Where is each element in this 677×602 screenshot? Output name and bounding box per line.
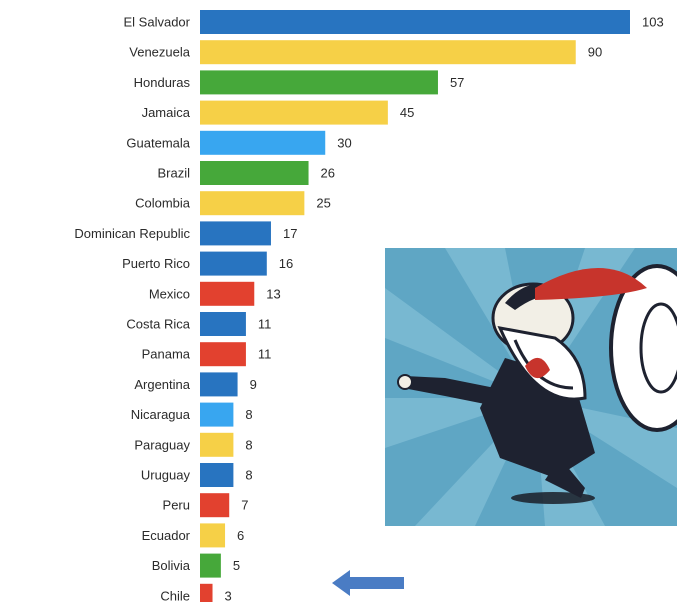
bar [200,553,221,578]
bar [200,463,234,487]
category-labels: El Salvador Venezuela Honduras Jamaica Guate… [74,15,190,602]
bar [200,161,309,185]
bar [200,342,246,367]
bar [200,40,576,65]
bar [200,493,230,518]
bar [200,372,238,397]
bar [200,251,267,276]
value-label: 11 [258,347,272,362]
bar [200,130,326,155]
category-label: Nicaragua [131,407,191,422]
category-label: Uruguay [141,468,191,483]
bar [200,432,234,457]
value-label: 5 [233,558,240,573]
category-label: Costa Rica [126,317,190,332]
bar [200,221,271,246]
bar [200,523,226,548]
shouting-man-illustration [385,248,677,526]
category-label: Guatemala [126,135,190,150]
bar [200,402,234,427]
category-label: Bolivia [152,558,191,573]
value-label: 90 [588,45,602,60]
category-label: Argentina [134,377,190,392]
category-label: Jamaica [142,105,191,120]
value-label: 25 [316,196,330,211]
category-label: Paraguay [134,437,190,452]
category-label: Peru [163,498,190,513]
bar [200,10,630,34]
value-label: 17 [283,226,297,241]
value-label: 7 [241,498,248,513]
bar [200,191,305,216]
arrow-left-icon [332,570,404,596]
shadow [511,492,595,504]
category-label: El Salvador [124,15,191,30]
value-label: 8 [245,407,252,422]
bar [200,281,255,306]
value-label: 6 [237,528,244,543]
category-label: Chile [160,588,190,602]
category-label: Ecuador [142,528,191,543]
value-label: 9 [250,377,257,392]
value-label: 11 [258,317,272,332]
category-label: Mexico [149,286,190,301]
category-label: Venezuela [129,45,190,60]
value-label: 13 [266,286,280,301]
bar [200,70,438,95]
value-label: 45 [400,105,414,120]
bars [200,10,630,602]
category-label: Puerto Rico [122,256,190,271]
value-label: 30 [337,135,351,150]
category-label: Honduras [134,75,191,90]
value-label: 8 [245,468,252,483]
businessman-figure [397,268,647,498]
bar [200,583,213,602]
bar [200,100,388,125]
value-label: 8 [245,437,252,452]
bar [200,312,246,336]
value-label: 3 [225,588,232,602]
megaphone-icon [609,264,677,432]
value-label: 57 [450,75,464,90]
category-label: Brazil [157,166,190,181]
category-label: Colombia [135,196,191,211]
category-label: Panama [142,347,191,362]
category-label: Dominican Republic [74,226,190,241]
value-label: 26 [321,166,335,181]
value-label: 16 [279,256,293,271]
value-label: 103 [642,15,664,30]
